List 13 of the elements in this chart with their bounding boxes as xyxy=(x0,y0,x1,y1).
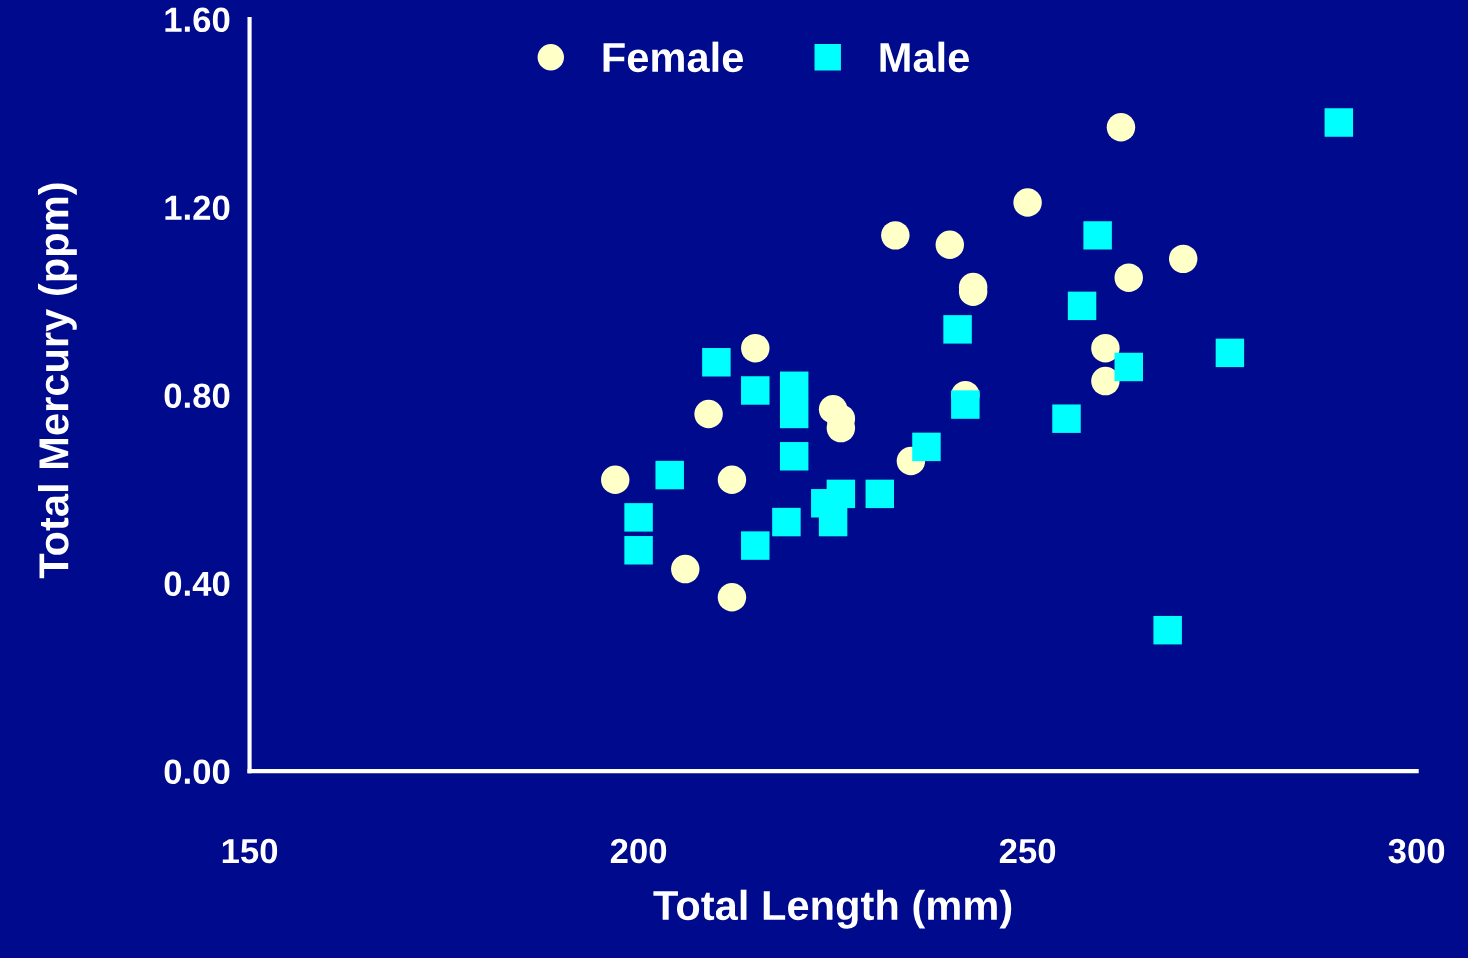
y-tick-label: 1.20 xyxy=(165,195,230,221)
y-tick-label: 0.00 xyxy=(164,759,230,785)
y-tick-label: 0.80 xyxy=(164,383,230,409)
x-axis-title: Total Length (mm) xyxy=(653,889,1012,929)
x-tick-label: 300 xyxy=(1388,838,1445,864)
legend-label: Male xyxy=(880,41,969,73)
x-tick-label: 200 xyxy=(610,838,667,864)
y-tick-label: 1.60 xyxy=(165,7,230,33)
x-tick-label: 250 xyxy=(999,838,1056,864)
y-tick-label: 0.40 xyxy=(164,571,230,597)
y-axis-title: Total Mercury (ppm) xyxy=(37,183,77,579)
x-tick-label: 150 xyxy=(222,838,278,864)
legend-label: Female xyxy=(603,41,743,73)
